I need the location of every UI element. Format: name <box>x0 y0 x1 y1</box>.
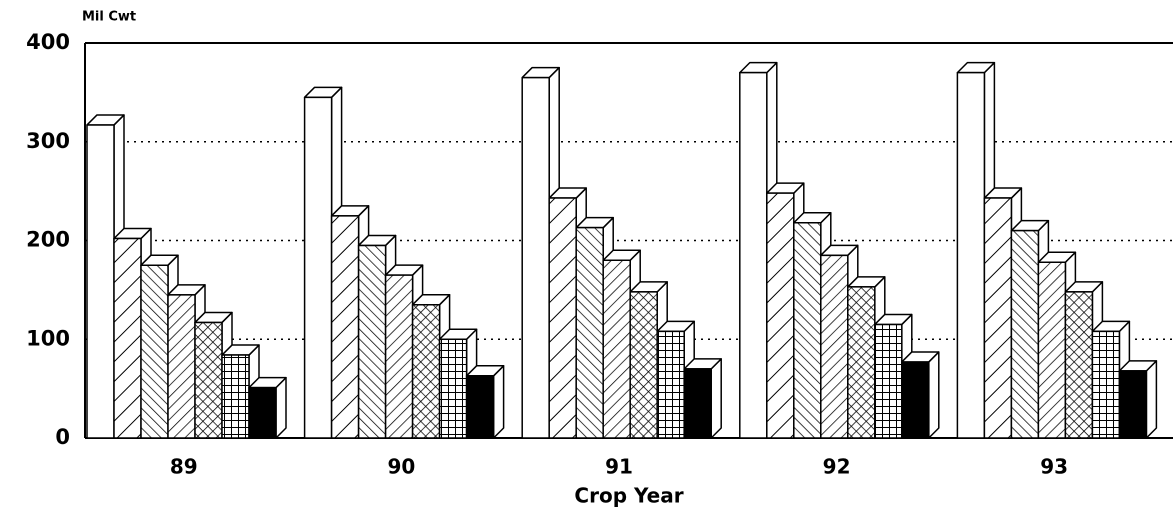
bar <box>1091 330 1121 439</box>
bar <box>683 368 712 439</box>
y-tick-label: 200 <box>26 228 70 252</box>
x-tick-label: 90 <box>387 455 415 479</box>
x-tick-label: 91 <box>605 455 633 479</box>
y-tick-label: 0 <box>55 425 70 449</box>
bar <box>766 192 795 439</box>
bar <box>901 361 930 439</box>
bar <box>656 330 685 439</box>
bar <box>1118 370 1148 439</box>
bar <box>194 321 223 439</box>
bar <box>874 323 903 439</box>
bar-side <box>1145 360 1158 439</box>
bar-side <box>928 351 940 439</box>
bar <box>411 303 441 439</box>
y-tick-label: 300 <box>26 129 70 153</box>
y-axis-label: Mil Cwt <box>82 10 136 25</box>
x-tick-label: 89 <box>170 455 198 479</box>
bar-side <box>710 358 722 439</box>
bar-side <box>492 365 505 439</box>
y-tick-label: 400 <box>26 30 70 54</box>
bar <box>739 71 768 439</box>
bar <box>357 244 387 439</box>
bar <box>384 274 414 439</box>
bar <box>548 197 577 439</box>
x-tick-label: 92 <box>823 455 851 479</box>
x-tick-label: 93 <box>1040 455 1068 479</box>
bar <box>820 254 849 439</box>
bar <box>521 76 550 439</box>
bar <box>86 124 115 439</box>
bar <box>956 71 986 439</box>
bar <box>1037 261 1067 439</box>
bar <box>330 215 360 439</box>
bar <box>983 197 1013 439</box>
bar <box>167 294 196 439</box>
bar <box>438 338 468 439</box>
bar <box>1064 291 1094 439</box>
bar <box>221 354 250 439</box>
bar <box>602 259 631 439</box>
bar <box>248 386 277 439</box>
bar <box>465 375 495 439</box>
y-tick-label: 100 <box>26 326 70 350</box>
bar <box>575 226 604 439</box>
bar <box>140 264 169 439</box>
bar <box>847 286 876 439</box>
bar <box>793 221 822 439</box>
bar <box>1010 229 1040 439</box>
bar <box>629 291 658 439</box>
bar <box>113 237 142 439</box>
x-axis-label: Crop Year <box>574 484 683 508</box>
bar <box>303 96 333 439</box>
